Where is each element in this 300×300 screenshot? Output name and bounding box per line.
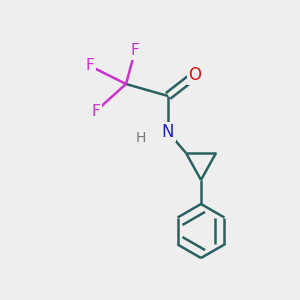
Text: N: N <box>162 123 174 141</box>
Text: F: F <box>85 58 94 74</box>
Text: H: H <box>136 131 146 145</box>
Text: O: O <box>188 66 202 84</box>
Text: F: F <box>92 103 100 118</box>
Text: F: F <box>130 44 140 59</box>
